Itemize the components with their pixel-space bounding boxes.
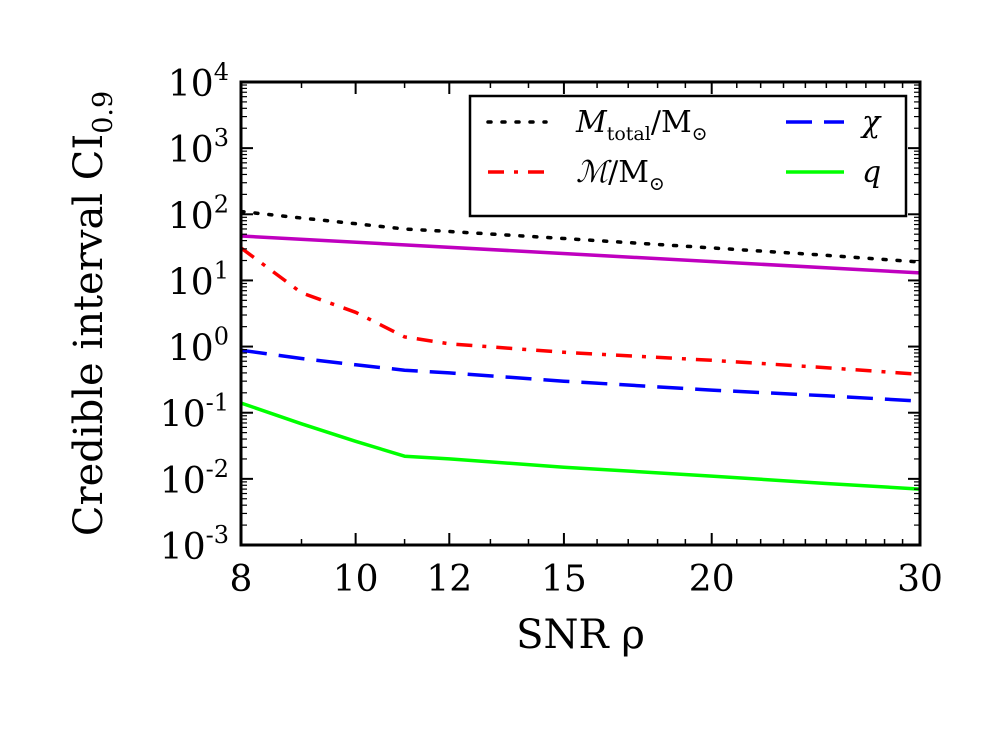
- y-tick-label-exp: 2: [214, 190, 229, 218]
- series-line-3: [241, 401, 920, 491]
- y-tick-label-base: 10: [168, 196, 214, 237]
- x-tick-label: 12: [426, 559, 472, 600]
- y-tick-label-base: 10: [160, 461, 206, 502]
- legend-label-part: M: [575, 105, 608, 140]
- y-axis-title-subscript: 0.9: [88, 91, 119, 134]
- y-tick-label-exp: -1: [206, 389, 229, 417]
- y-axis-title: Credible interval CI0.9: [66, 91, 119, 536]
- x-tick-label: 10: [333, 559, 379, 600]
- y-tick-label-base: 10: [168, 130, 214, 171]
- plot-frame: [239, 80, 922, 547]
- series-line-4: [241, 234, 920, 275]
- y-tick-label: 102: [168, 190, 229, 237]
- y-tick-label: 104: [168, 58, 229, 105]
- legend-label-2: χ: [860, 105, 882, 140]
- x-axis-title: SNR ρ: [516, 612, 645, 658]
- x-tick-label: 15: [541, 559, 587, 600]
- y-tick-label-exp: 4: [214, 58, 229, 86]
- legend-label-3: q: [862, 155, 881, 190]
- legend-label-part: ⊙: [649, 173, 665, 195]
- series-line-0: [241, 209, 920, 264]
- x-tick-label: 20: [689, 559, 735, 600]
- series-group: [241, 209, 920, 491]
- y-tick-label-base: 10: [168, 64, 214, 105]
- y-tick-label: 100: [168, 323, 229, 370]
- y-axis-title-main: Credible interval CI: [66, 134, 112, 536]
- legend-label-part: /M: [608, 155, 649, 190]
- legend: Mtotal/M⊙ℳ/M⊙χq: [468, 94, 908, 218]
- y-tick-label-base: 10: [160, 527, 206, 568]
- legend-label-part: total: [607, 123, 651, 145]
- y-tick-label-base: 10: [168, 262, 214, 303]
- y-tick-label: 10-2: [160, 455, 229, 502]
- legend-label-part: ℳ: [576, 155, 612, 190]
- x-tick-label: 8: [230, 559, 253, 600]
- legend-label-part: /M: [651, 105, 692, 140]
- y-tick-label-base: 10: [168, 329, 214, 370]
- y-tick-label-exp: 0: [214, 323, 229, 351]
- y-tick-label-exp: 3: [214, 124, 229, 152]
- legend-label-part: q: [862, 155, 881, 190]
- y-tick-label-exp: 1: [214, 256, 229, 284]
- y-tick-label: 103: [168, 124, 229, 171]
- y-tick-label: 10-3: [160, 521, 229, 568]
- y-tick-label-exp: -3: [206, 521, 229, 549]
- legend-label-part: χ: [860, 105, 882, 140]
- series-line-1: [241, 246, 920, 377]
- y-tick-label-exp: -2: [206, 455, 229, 483]
- legend-label-part: ⊙: [692, 123, 708, 145]
- y-tick-label: 10-1: [160, 389, 229, 436]
- y-tick-label-base: 10: [160, 395, 206, 436]
- series-line-2: [241, 348, 920, 403]
- x-tick-label: 30: [897, 559, 943, 600]
- legend-label-1: ℳ/M⊙: [576, 155, 665, 195]
- y-tick-label: 101: [168, 256, 229, 303]
- legend-label-0: Mtotal/M⊙: [575, 105, 708, 145]
- legend-box: [468, 94, 908, 218]
